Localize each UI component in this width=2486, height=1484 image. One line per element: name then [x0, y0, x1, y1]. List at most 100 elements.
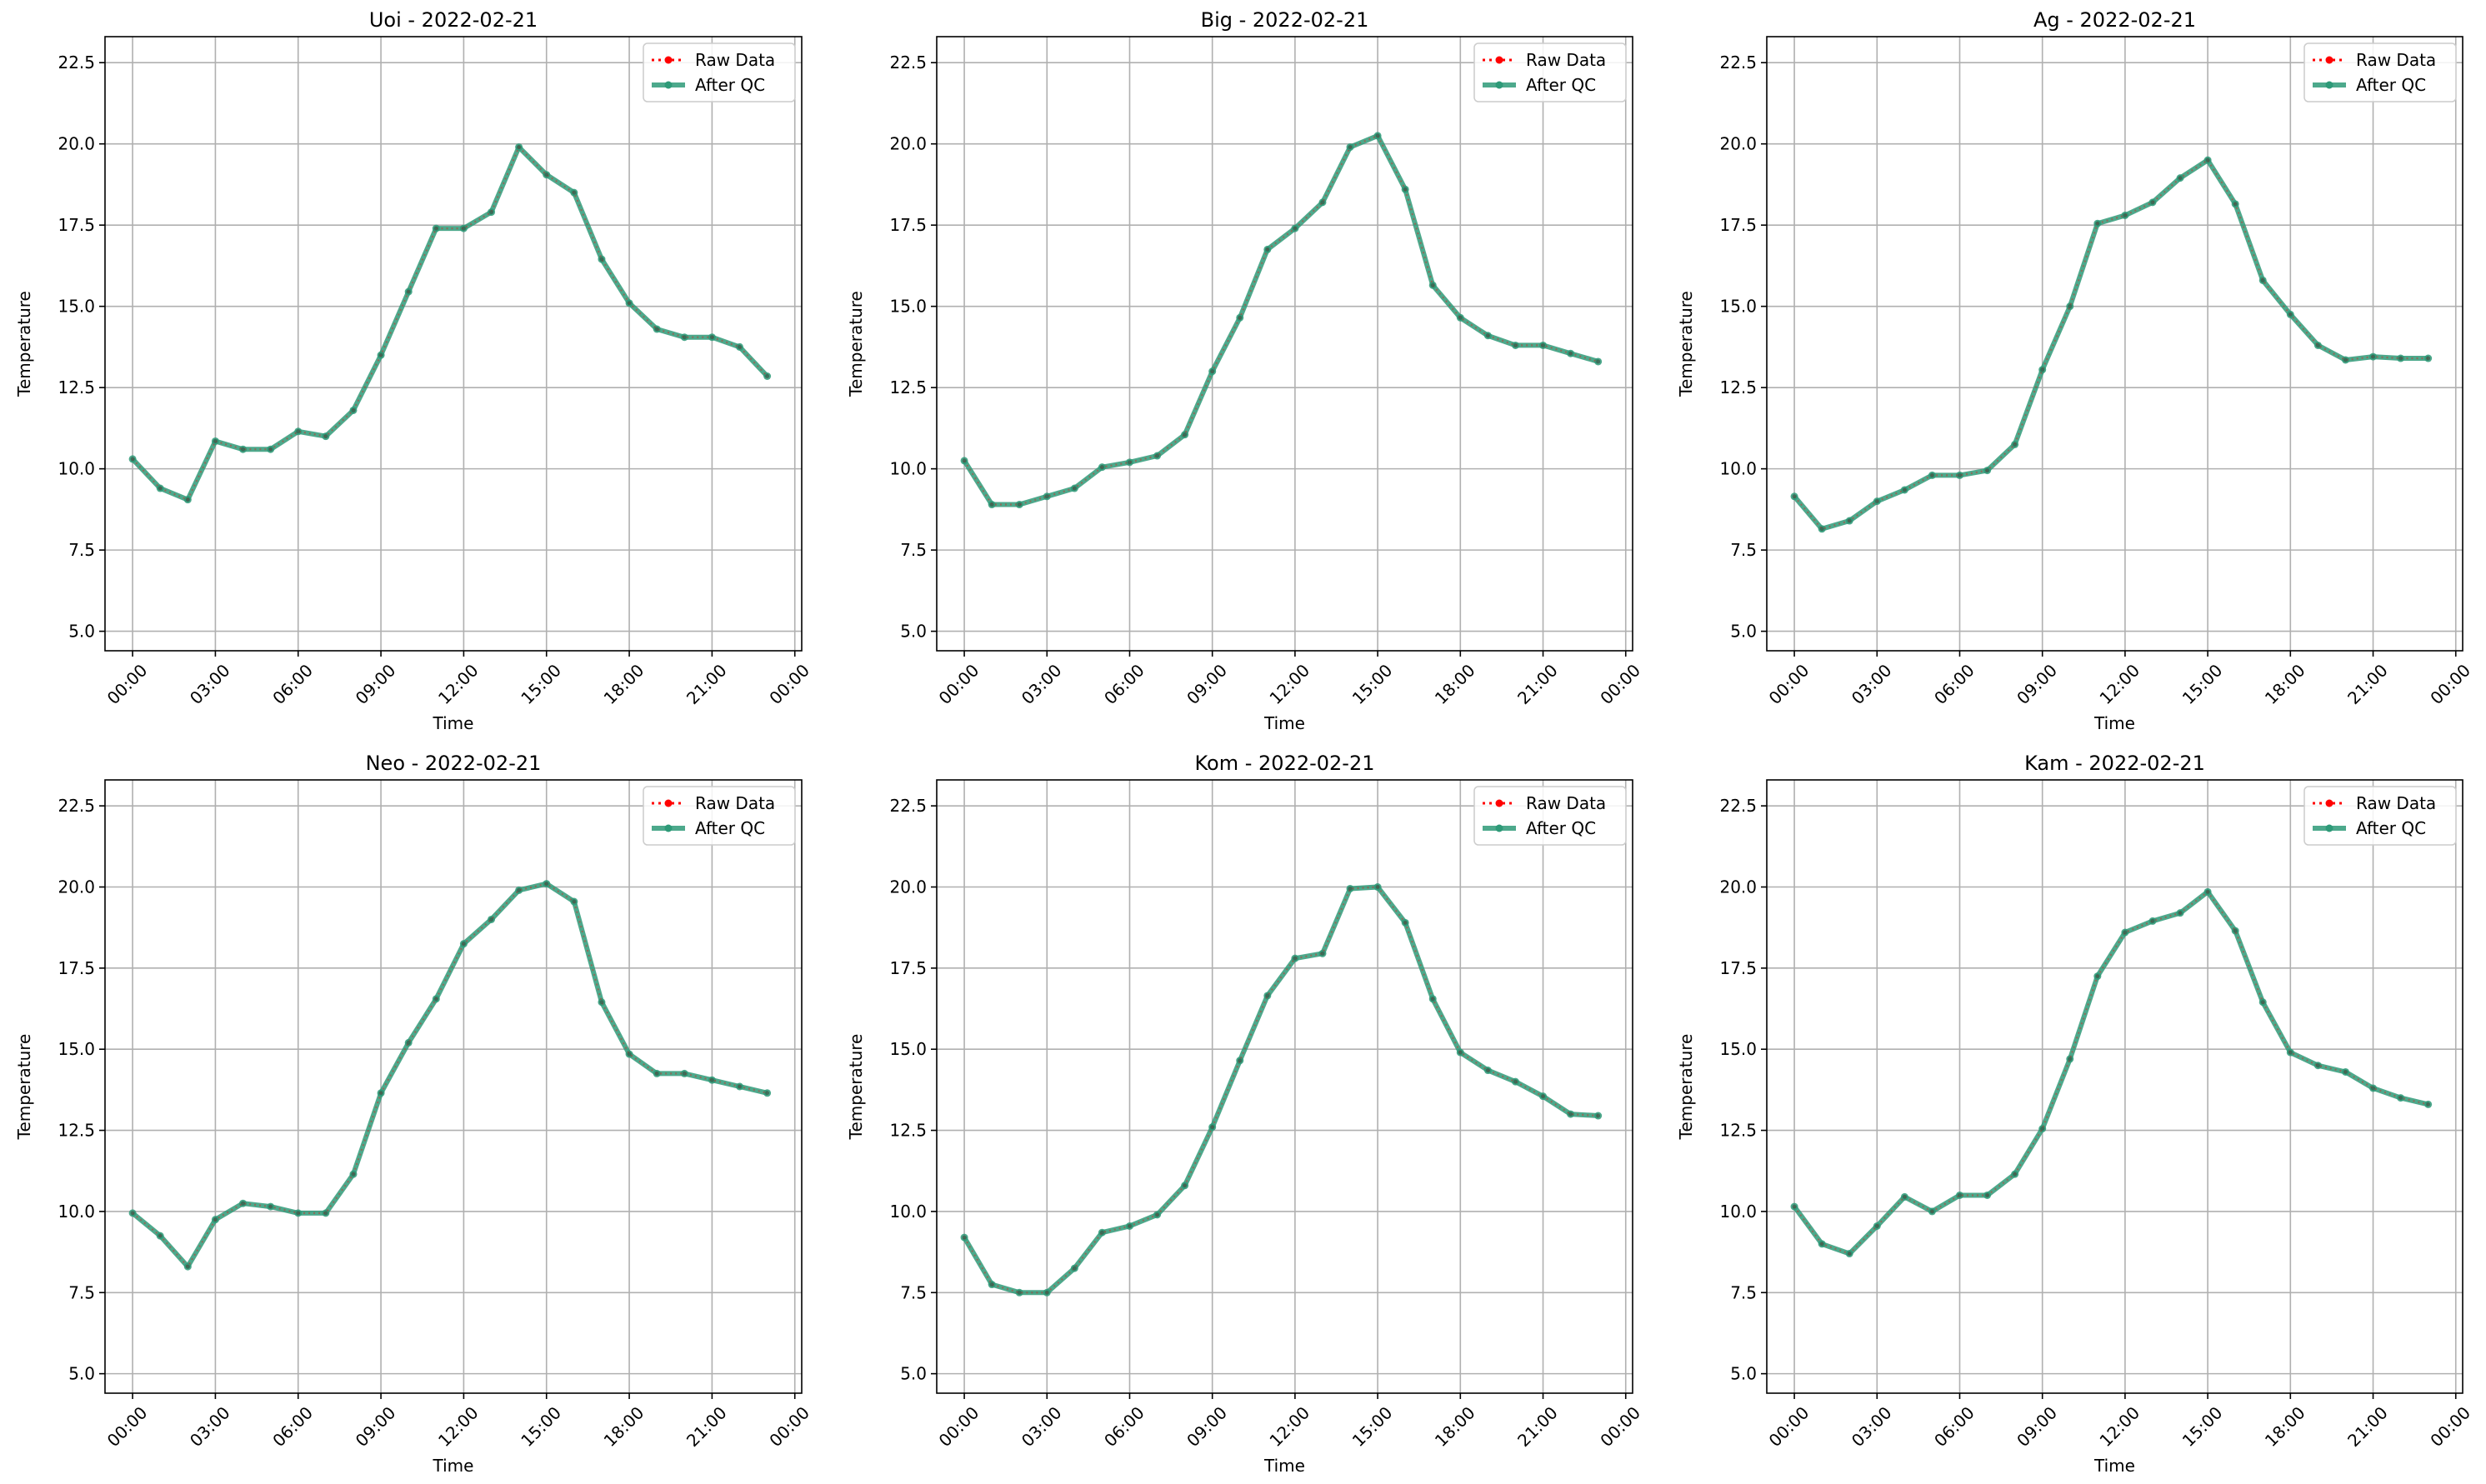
raw-data-point — [1957, 472, 1962, 477]
x-tick-label: 21:00 — [2343, 660, 2392, 708]
x-tick-label: 12:00 — [434, 1402, 483, 1451]
y-tick-label: 7.5 — [900, 1282, 927, 1302]
x-tick-label: 03:00 — [186, 1402, 234, 1451]
raw-data-point — [1265, 993, 1270, 998]
legend-raw-marker — [2325, 799, 2333, 807]
legend-qc-label: After QC — [695, 818, 765, 838]
raw-data-point — [296, 429, 301, 434]
x-tick-label: 00:00 — [2426, 1402, 2474, 1451]
raw-data-point — [2068, 1057, 2073, 1062]
legend: Raw Data After QC — [2303, 786, 2457, 846]
raw-data-point — [1072, 1266, 1077, 1271]
x-tick-label: 09:00 — [2013, 660, 2061, 708]
axes-frame — [104, 36, 803, 652]
y-tick-label: 12.5 — [889, 377, 927, 397]
x-tick-label: 09:00 — [1183, 1402, 1231, 1451]
raw-data-point — [406, 289, 411, 294]
y-tick-label: 7.5 — [68, 540, 95, 560]
x-tick-label: 18:00 — [2261, 660, 2309, 708]
subplot-1: 5.0 7.5 10.0 12.5 15.0 17.5 20.0 22.5 00:00 03:00… — [14, 8, 813, 733]
raw-data-point — [2013, 1172, 2018, 1177]
legend-qc-label: After QC — [1526, 818, 1596, 838]
raw-data-point — [2426, 356, 2431, 361]
legend-qc-label: After QC — [2356, 818, 2426, 838]
legend-raw-marker — [1495, 799, 1503, 807]
x-tick-label: 06:00 — [1100, 660, 1148, 708]
legend-raw-marker — [2325, 56, 2333, 64]
raw-data-point — [2343, 1069, 2348, 1074]
y-tick-label: 22.5 — [889, 796, 927, 816]
x-tick-label: 18:00 — [1431, 1402, 1479, 1451]
raw-data-point — [1430, 282, 1435, 287]
y-tick-label: 5.0 — [900, 1364, 927, 1384]
raw-data-point — [1513, 342, 1518, 347]
grid — [1767, 780, 2463, 1393]
legend-raw-label: Raw Data — [2356, 50, 2436, 70]
y-tick-label: 15.0 — [889, 1039, 927, 1059]
raw-data-point — [489, 917, 494, 922]
x-tick-label: 06:00 — [1930, 1402, 1978, 1451]
subplot-title: Ag - 2022-02-21 — [2033, 8, 2196, 32]
raw-data-point — [1375, 133, 1380, 138]
x-tick-label: 06:00 — [268, 1402, 317, 1451]
raw-data-point — [682, 335, 687, 340]
x-tick-label: 00:00 — [935, 1402, 983, 1451]
y-tick-label: 15.0 — [889, 297, 927, 317]
raw-data-point — [517, 145, 522, 150]
axes-frame — [104, 779, 803, 1394]
legend-raw-marker — [1495, 56, 1503, 64]
legend: Raw Data After QC — [1473, 42, 1627, 102]
raw-data-point — [2426, 1102, 2431, 1107]
series-after-qc-line — [131, 881, 768, 1270]
axes-frame — [936, 779, 1633, 1394]
raw-data-point — [1293, 226, 1298, 231]
raw-data-point — [1957, 1192, 1962, 1197]
x-tick-label: 15:00 — [1348, 1402, 1397, 1451]
legend: Raw Data After QC — [643, 786, 796, 846]
raw-data-point — [2178, 911, 2183, 916]
raw-data-point — [2398, 356, 2403, 361]
x-axis-label: Time — [433, 1456, 474, 1476]
series-after-qc-line — [1792, 157, 2428, 532]
raw-data-point — [1320, 951, 1325, 956]
y-tick-label: 15.0 — [1719, 1039, 1757, 1059]
raw-data-point — [544, 172, 549, 177]
y-tick-label: 22.5 — [889, 52, 927, 72]
x-tick-label: 18:00 — [2261, 1402, 2309, 1451]
raw-data-point — [406, 1040, 411, 1045]
x-tick-label: 18:00 — [600, 660, 648, 708]
raw-data-point — [1430, 997, 1435, 1002]
raw-data-point — [1541, 1094, 1546, 1099]
raw-data-point — [2260, 277, 2265, 282]
y-axis-label: Temperature — [1676, 1034, 1696, 1141]
x-axis-label: Time — [1263, 1456, 1305, 1476]
y-tick-label: 17.5 — [889, 215, 927, 235]
raw-data-point — [989, 502, 994, 507]
subplot-title: Big - 2022-02-21 — [1201, 8, 1369, 32]
legend-raw-label: Raw Data — [2356, 793, 2436, 813]
raw-data-point — [599, 257, 604, 262]
y-tick-label: 20.0 — [889, 134, 927, 154]
y-tick-label: 17.5 — [58, 215, 95, 235]
raw-data-point — [1874, 499, 1879, 504]
x-tick-label: 00:00 — [103, 660, 152, 708]
raw-data-point — [433, 226, 438, 231]
raw-data-point — [544, 882, 549, 887]
raw-data-point — [2068, 304, 2073, 309]
x-tick-label: 12:00 — [2095, 1402, 2143, 1451]
raw-data-point — [765, 1091, 770, 1096]
raw-data-point — [1210, 1125, 1215, 1130]
raw-data-point — [1929, 1209, 1934, 1214]
raw-data-point — [158, 486, 163, 491]
raw-data-point — [158, 1233, 163, 1238]
y-tick-label: 10.0 — [889, 1202, 927, 1222]
legend-raw-marker — [664, 799, 673, 807]
legend-qc-label: After QC — [2356, 75, 2426, 95]
x-tick-label: 00:00 — [765, 660, 813, 708]
y-tick-label: 12.5 — [1719, 377, 1757, 397]
raw-data-point — [572, 899, 577, 904]
raw-data-point — [1127, 460, 1132, 465]
y-tick-label: 22.5 — [1719, 796, 1757, 816]
raw-data-point — [1874, 1223, 1879, 1228]
raw-data-point — [1238, 1058, 1243, 1063]
